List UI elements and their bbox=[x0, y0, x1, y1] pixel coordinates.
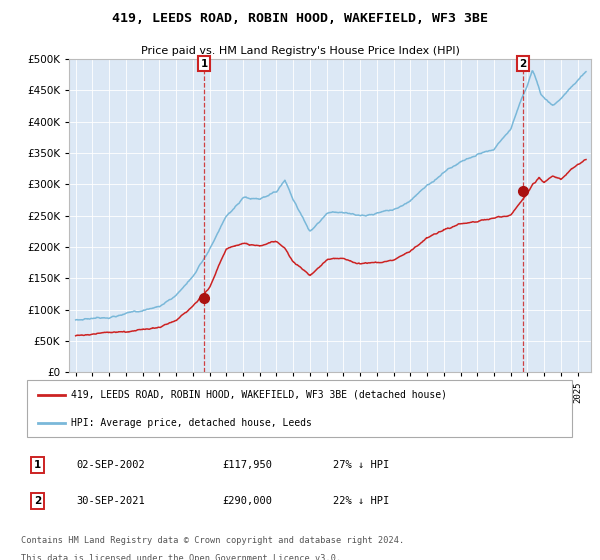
Text: 2: 2 bbox=[520, 59, 527, 69]
Text: 1: 1 bbox=[200, 59, 208, 69]
Text: 22% ↓ HPI: 22% ↓ HPI bbox=[333, 496, 389, 506]
Text: HPI: Average price, detached house, Leeds: HPI: Average price, detached house, Leed… bbox=[71, 418, 312, 428]
Text: 2: 2 bbox=[34, 496, 41, 506]
Text: 02-SEP-2002: 02-SEP-2002 bbox=[76, 460, 145, 470]
Text: £290,000: £290,000 bbox=[223, 496, 273, 506]
Text: This data is licensed under the Open Government Licence v3.0.: This data is licensed under the Open Gov… bbox=[20, 554, 341, 560]
Text: Contains HM Land Registry data © Crown copyright and database right 2024.: Contains HM Land Registry data © Crown c… bbox=[20, 535, 404, 545]
Text: 419, LEEDS ROAD, ROBIN HOOD, WAKEFIELD, WF3 3BE: 419, LEEDS ROAD, ROBIN HOOD, WAKEFIELD, … bbox=[112, 12, 488, 25]
Text: 27% ↓ HPI: 27% ↓ HPI bbox=[333, 460, 389, 470]
Text: 419, LEEDS ROAD, ROBIN HOOD, WAKEFIELD, WF3 3BE (detached house): 419, LEEDS ROAD, ROBIN HOOD, WAKEFIELD, … bbox=[71, 390, 447, 400]
Text: Price paid vs. HM Land Registry's House Price Index (HPI): Price paid vs. HM Land Registry's House … bbox=[140, 46, 460, 56]
Text: 1: 1 bbox=[34, 460, 41, 470]
Text: £117,950: £117,950 bbox=[223, 460, 273, 470]
Text: 30-SEP-2021: 30-SEP-2021 bbox=[76, 496, 145, 506]
